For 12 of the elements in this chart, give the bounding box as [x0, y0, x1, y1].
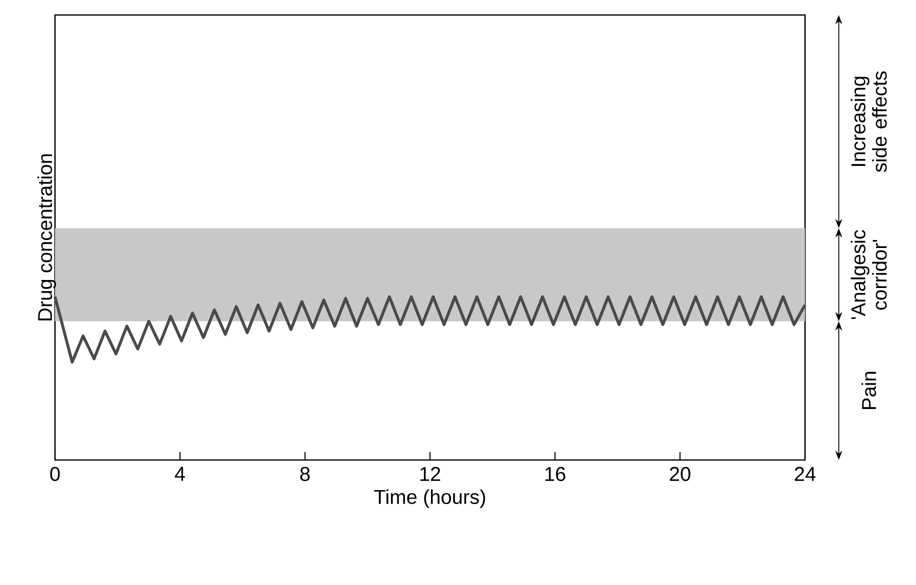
text: Pain [861, 372, 876, 410]
band-label: 'Analgesic corridor' [850, 230, 887, 319]
x-tick-label: 8 [300, 466, 310, 482]
y-axis-title: Drug concentration [37, 154, 56, 320]
x-axis-title: Time (hours) [374, 489, 486, 508]
x-tick-label: 12 [420, 466, 440, 481]
text: Increasing side effects [850, 71, 887, 172]
x-tick-label: 4 [174, 466, 185, 481]
x-tick-label: 20 [670, 466, 690, 482]
x-tick-label: 16 [545, 466, 566, 482]
x-tick-label: 24 [794, 466, 816, 481]
x-tick-label: 0 [50, 466, 60, 482]
